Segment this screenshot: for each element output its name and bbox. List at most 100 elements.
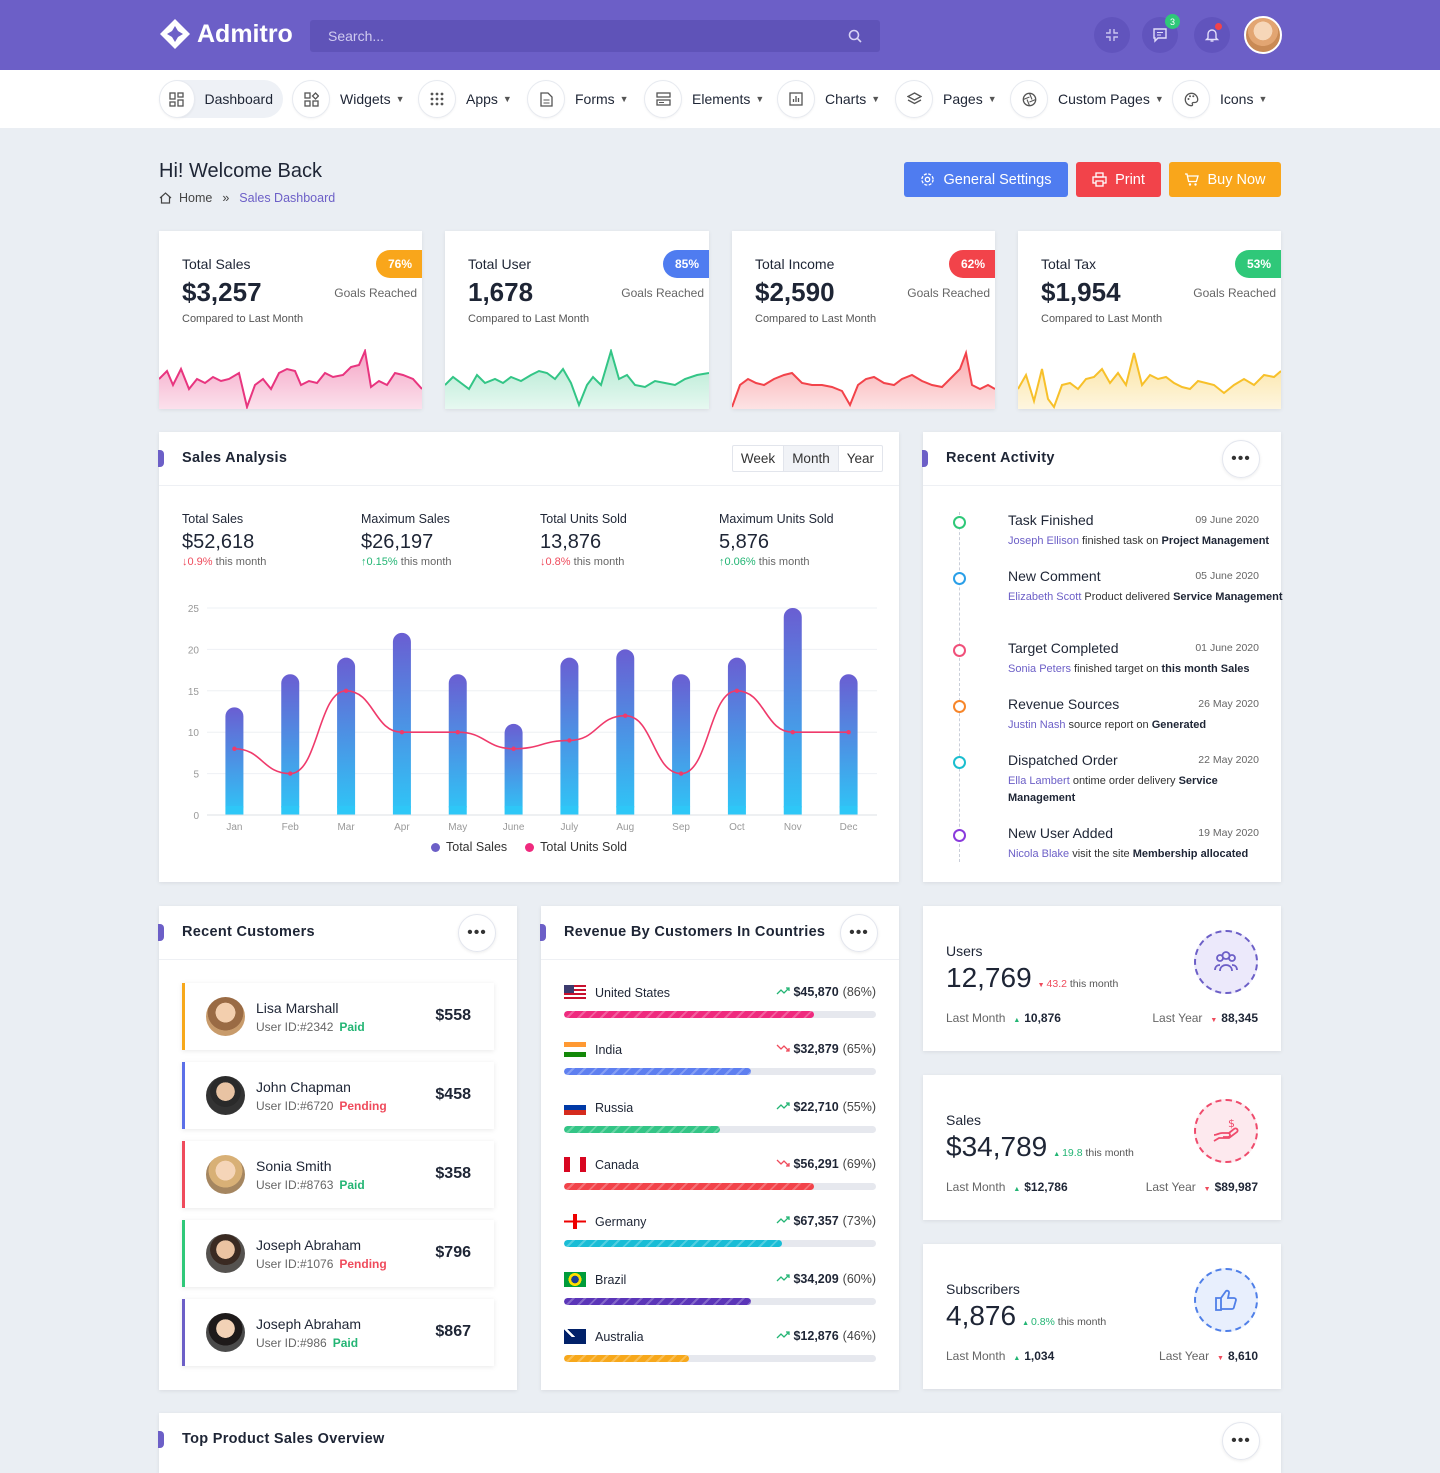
activity-user[interactable]: Joseph Ellison [1008, 535, 1079, 547]
line-point[interactable] [846, 730, 851, 735]
country-row[interactable]: Russia $22,710 (55%) [564, 1099, 876, 1133]
activity-user[interactable]: Sonia Peters [1008, 663, 1071, 675]
print-button[interactable]: Print [1076, 162, 1161, 197]
mini-stat-change: ▼ 43.2 this month [1038, 978, 1119, 990]
nav-widgets[interactable]: Widgets ▼ [292, 80, 415, 118]
nav-pages[interactable]: Pages ▼ [895, 80, 1007, 118]
customer-row[interactable]: Joseph Abraham User ID:#986 Paid $867 [182, 1299, 494, 1366]
bar-total-sales[interactable] [560, 657, 579, 815]
breadcrumb: Home » Sales Dashboard [159, 191, 335, 205]
customer-row[interactable]: Lisa Marshall User ID:#2342 Paid $558 [182, 983, 494, 1050]
svg-text:$: $ [1228, 1117, 1235, 1130]
general-settings-button[interactable]: General Settings [904, 162, 1068, 197]
breadcrumb-home[interactable]: Home [179, 191, 213, 205]
search-input[interactable] [328, 28, 808, 44]
activity-user[interactable]: Justin Nash [1008, 719, 1066, 731]
kpi-change-suffix: this month [570, 556, 625, 568]
country-row[interactable]: India $32,879 (65%) [564, 1042, 876, 1076]
kpi-label: Total Units Sold [540, 512, 627, 526]
caret-up-icon: ▲ [1053, 1151, 1063, 1158]
progress-track [564, 1354, 876, 1362]
kpi-value: $52,618 [182, 531, 255, 553]
line-point[interactable] [399, 730, 405, 735]
nav-charts[interactable]: Charts ▼ [777, 80, 890, 118]
line-point[interactable] [623, 713, 628, 718]
line-point[interactable] [790, 730, 795, 735]
bar-base [560, 806, 579, 815]
bar-total-sales[interactable] [448, 674, 467, 815]
line-point[interactable] [678, 771, 684, 776]
period-week[interactable]: Week [733, 446, 785, 471]
nav-elements[interactable]: Elements ▼ [644, 80, 774, 118]
line-point[interactable] [232, 746, 237, 751]
bar-total-sales[interactable] [225, 707, 244, 815]
mini-stat-change-value: 43.2 [1046, 978, 1067, 990]
brand-logo[interactable]: Admitro [159, 18, 293, 50]
last-month-value: 1,034 [1024, 1349, 1055, 1363]
progress-track [564, 1182, 876, 1190]
bar-total-sales[interactable] [616, 649, 635, 815]
stat-label: Total Tax [1041, 256, 1096, 272]
legend-item-total-sales[interactable]: Total Sales [431, 840, 507, 854]
line-point[interactable] [511, 746, 516, 751]
line-point[interactable] [343, 688, 349, 693]
customer-id: User ID:#986 [256, 1336, 327, 1350]
line-point[interactable] [567, 738, 572, 743]
revenue-value: $34,209 [793, 1271, 839, 1286]
bar-total-sales[interactable] [337, 657, 356, 815]
activity-text: ontime order delivery [1069, 775, 1179, 787]
bar-total-sales[interactable] [672, 674, 691, 815]
country-row[interactable]: United States $45,870 (86%) [564, 985, 876, 1018]
user-avatar[interactable] [1244, 16, 1282, 54]
activity-user[interactable]: Ella Lambert [1008, 775, 1070, 787]
activity-description: Joseph Ellison finished task on Project … [1008, 533, 1283, 550]
customer-row[interactable]: Joseph Abraham User ID:#1076 Pending $796 [182, 1220, 494, 1287]
bar-total-sales[interactable] [281, 674, 300, 815]
legend-item-total-units-sold[interactable]: Total Units Sold [525, 840, 627, 854]
period-month[interactable]: Month [784, 446, 839, 471]
bar-total-sales[interactable] [504, 723, 523, 815]
customer-accent [182, 1141, 185, 1208]
bar-total-sales[interactable] [839, 674, 858, 815]
bar-total-sales[interactable] [783, 608, 802, 815]
fullscreen-button[interactable] [1094, 17, 1130, 53]
more-options-button[interactable]: ••• [1222, 1422, 1260, 1460]
nav-dashboard[interactable]: Dashboard [159, 80, 283, 118]
buy-now-button[interactable]: Buy Now [1169, 162, 1281, 197]
nav-apps[interactable]: Apps ▼ [418, 80, 522, 118]
bar-total-sales[interactable] [392, 632, 411, 815]
flag-union [564, 1328, 575, 1337]
notifications-button[interactable] [1194, 17, 1230, 53]
line-point[interactable] [288, 771, 293, 776]
search-icon[interactable] [848, 29, 862, 43]
customer-row[interactable]: John Chapman User ID:#6720 Pending $458 [182, 1062, 494, 1129]
nav-custom-pages[interactable]: Custom Pages ▼ [1010, 80, 1174, 118]
kpi-label: Maximum Units Sold [719, 512, 834, 526]
last-year-value: 88,345 [1221, 1011, 1258, 1025]
messages-button[interactable]: 3 [1142, 14, 1180, 53]
period-year[interactable]: Year [846, 451, 874, 466]
trend-up-icon [777, 987, 791, 995]
more-options-button[interactable]: ••• [458, 914, 496, 952]
activity-user[interactable]: Elizabeth Scott [1008, 591, 1082, 603]
country-row[interactable]: Australia $12,876 (46%) [564, 1328, 876, 1362]
country-row[interactable]: Brazil $34,209 (60%) [564, 1271, 876, 1305]
sales-chart: 0 5 10 15 20 25 Jan Feb Mar Apr May June July Aug Sep O… [188, 604, 877, 833]
activity-description: Sonia Peters finished target on this mon… [1008, 661, 1283, 678]
mini-stat-footer: Last Month ▲ 10,876 Last Year ▼ 88,345 [946, 1011, 1258, 1025]
country-row[interactable]: Canada $56,291 (69%) [564, 1156, 876, 1190]
country-row[interactable]: Germany $67,357 (73%) [564, 1214, 876, 1248]
customer-row[interactable]: Sonia Smith User ID:#8763 Paid $358 [182, 1141, 494, 1208]
more-options-button[interactable]: ••• [1222, 440, 1260, 478]
line-point[interactable] [455, 730, 460, 735]
caret-down-icon: ▼ [1208, 1017, 1218, 1024]
customer-meta: User ID:#1076 Pending [256, 1257, 387, 1271]
chevron-down-icon: ▼ [987, 94, 997, 104]
bar-total-sales[interactable] [727, 657, 746, 815]
nav-icons[interactable]: Icons ▼ [1172, 80, 1277, 118]
nav-forms[interactable]: Forms ▼ [527, 80, 639, 118]
mini-stat-change-suffix: this month [1066, 978, 1119, 990]
more-options-button[interactable]: ••• [840, 914, 878, 952]
activity-user[interactable]: Nicola Blake [1008, 848, 1070, 860]
line-point[interactable] [734, 688, 740, 693]
